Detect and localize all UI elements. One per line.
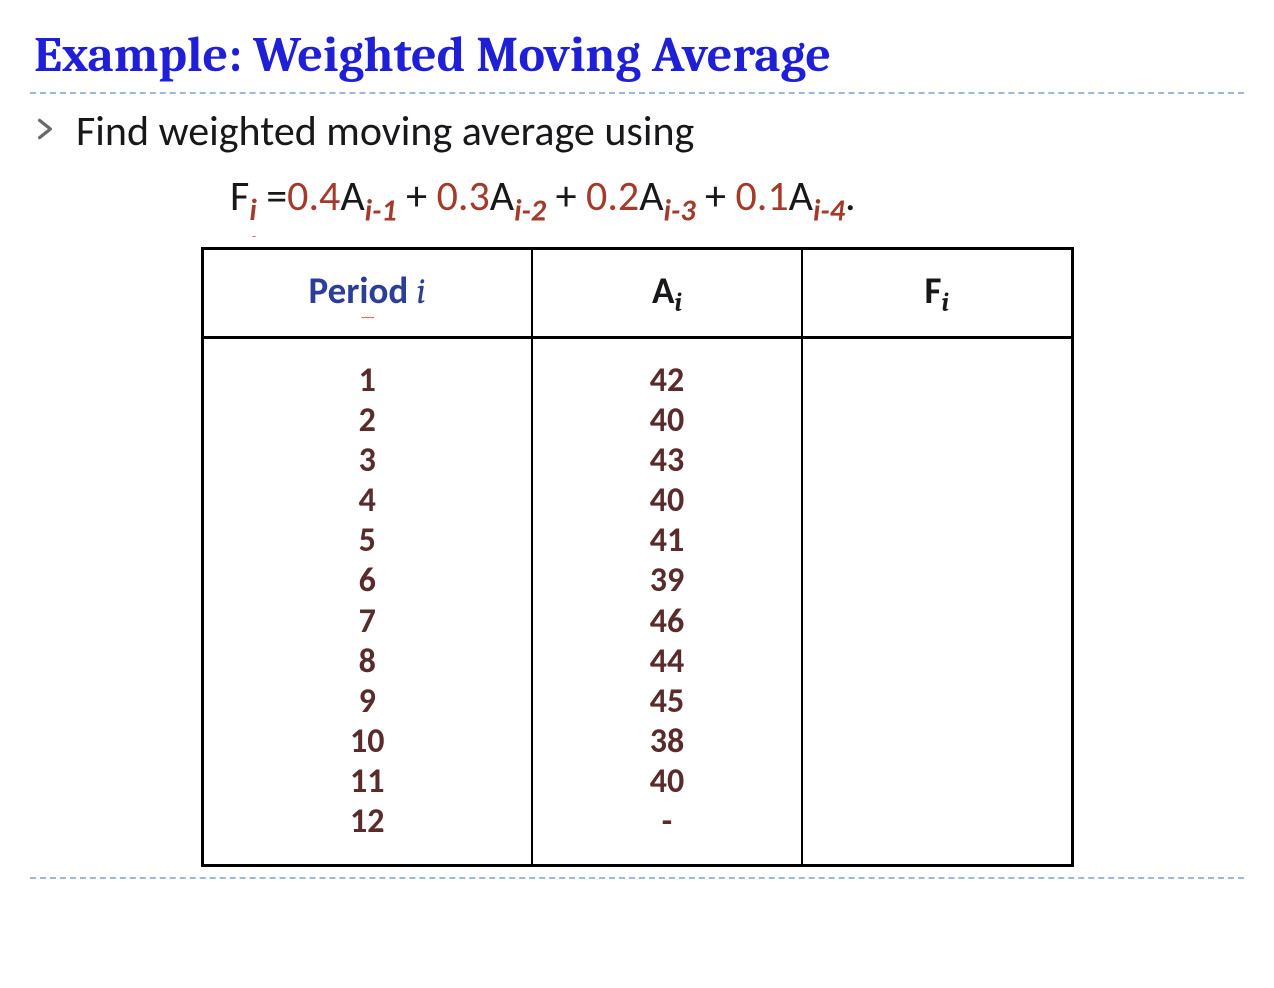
formula-tail: . bbox=[845, 171, 856, 222]
bullet-item: Find weighted moving average using bbox=[30, 106, 1244, 159]
formula-lhs-var: F bbox=[230, 171, 249, 222]
a-values: 42 40 43 40 41 39 46 44 45 38 40 - bbox=[541, 361, 793, 842]
divider-bottom bbox=[30, 877, 1244, 879]
data-table-wrap: Periodi﹏ Ai Fi 1 2 3 4 5 6 7 8 9 10 11 1… bbox=[30, 247, 1244, 867]
data-table: Periodi﹏ Ai Fi 1 2 3 4 5 6 7 8 9 10 11 1… bbox=[201, 247, 1074, 867]
period-values: 1 2 3 4 5 6 7 8 9 10 11 12 bbox=[212, 361, 524, 842]
slide: Example: Weighted Moving Average Find we… bbox=[0, 0, 1274, 988]
bullet-text: Find weighted moving average using bbox=[76, 106, 694, 159]
squiggle-icon: ﹏ bbox=[212, 311, 524, 317]
arrow-icon bbox=[32, 116, 58, 147]
var-2: A bbox=[490, 171, 514, 222]
sub-4: i-4 bbox=[813, 192, 845, 229]
table-header-row: Periodi﹏ Ai Fi bbox=[202, 249, 1072, 338]
var-4: A bbox=[789, 171, 813, 222]
var-3: A bbox=[639, 171, 663, 222]
equals-sign: = bbox=[266, 171, 287, 222]
f-label: F bbox=[924, 268, 941, 313]
sub-2: i-2 bbox=[514, 192, 546, 229]
a-cell: 42 40 43 40 41 39 46 44 45 38 40 - bbox=[532, 337, 802, 865]
sub-1: i-1 bbox=[365, 192, 397, 229]
coef-4: 0.1 bbox=[735, 171, 788, 222]
column-header-f: Fi bbox=[802, 249, 1072, 338]
period-var: i bbox=[416, 271, 426, 313]
coef-1: 0.4 bbox=[287, 171, 340, 222]
column-header-a: Ai bbox=[532, 249, 802, 338]
f-cell bbox=[802, 337, 1072, 865]
sub-3: i-3 bbox=[664, 192, 696, 229]
divider-top bbox=[30, 92, 1244, 94]
period-cell: 1 2 3 4 5 6 7 8 9 10 11 12 bbox=[202, 337, 532, 865]
formula-lhs-sub: i bbox=[249, 192, 256, 229]
coef-2: 0.3 bbox=[437, 171, 490, 222]
squiggle-icon: ˷ bbox=[249, 225, 256, 239]
formula: Fi˷ =0.4Ai-1 + 0.3Ai-2 + 0.2Ai-3 + 0.1Ai… bbox=[30, 171, 1244, 230]
slide-title: Example: Weighted Moving Average bbox=[34, 26, 1244, 84]
f-sub: i bbox=[941, 289, 949, 318]
table-data-row: 1 2 3 4 5 6 7 8 9 10 11 12 42 40 43 40 4… bbox=[202, 337, 1072, 865]
column-header-period: Periodi﹏ bbox=[202, 249, 532, 338]
f-values bbox=[811, 361, 1063, 802]
var-1: A bbox=[340, 171, 364, 222]
period-label: Period bbox=[309, 268, 409, 313]
a-label: A bbox=[652, 268, 674, 313]
coef-3: 0.2 bbox=[586, 171, 639, 222]
a-sub: i bbox=[674, 289, 682, 318]
